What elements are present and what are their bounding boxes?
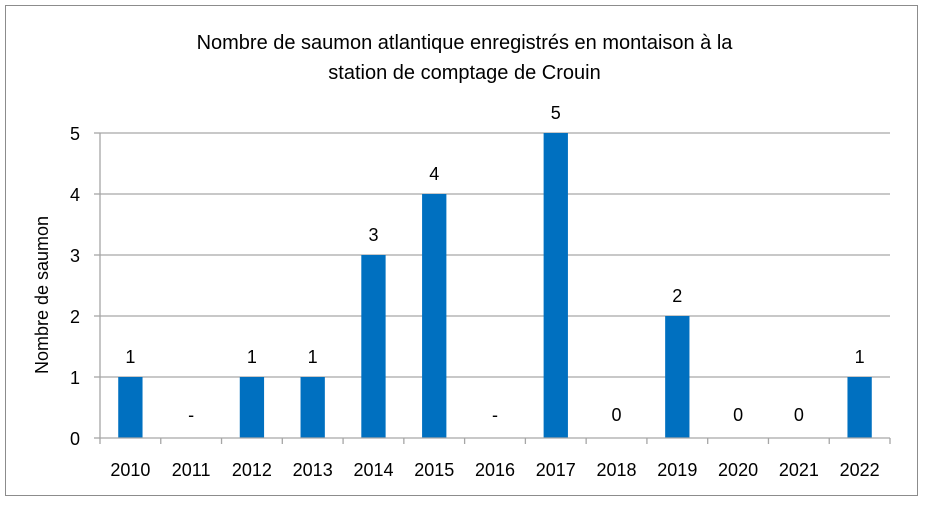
data-label-2021: 0 [794,405,804,425]
y-axis-label: Nombre de saumon [32,216,52,374]
data-labels: 1 - 1 1 3 4 - 5 0 2 0 0 1 [125,103,864,425]
bar-2022 [847,377,872,438]
data-label-2018: 0 [612,405,622,425]
bar-2010 [118,377,143,438]
x-tick-label: 2021 [779,460,819,480]
chart-title: Nombre de saumon atlantique enregistrés … [0,28,929,88]
x-tick-label: 2022 [840,460,880,480]
x-tick-label: 2015 [414,460,454,480]
data-label-2016: - [492,405,498,425]
bar-2019 [665,316,690,438]
x-tick-label: 2018 [597,460,637,480]
y-tick-label: 3 [70,246,80,266]
data-label-2022: 1 [855,347,865,367]
bar-2015 [422,194,447,438]
data-label-2015: 4 [429,164,439,184]
data-label-2013: 1 [308,347,318,367]
x-tick-label: 2013 [293,460,333,480]
bar-2013 [300,377,325,438]
bars [118,133,872,438]
y-tick-label: 1 [70,368,80,388]
x-tick-labels: 2010 2011 2012 2013 2014 2015 2016 2017 2018 2019… [110,460,879,480]
y-tick-labels: 0 1 2 3 4 5 [70,124,80,449]
axes [94,132,891,444]
chart-frame [5,5,918,496]
x-tick-label: 2011 [172,460,211,480]
x-tick-label: 2012 [232,460,272,480]
data-label-2020: 0 [733,405,743,425]
chart-title-line-2: station de comptage de Crouin [328,62,601,84]
y-tick-label: 4 [70,185,80,205]
x-tick-label: 2014 [353,460,393,480]
x-tick-label: 2017 [536,460,576,480]
bar-2014 [361,255,386,438]
data-label-2014: 3 [368,225,378,245]
data-label-2012: 1 [247,347,257,367]
y-tick-label: 2 [70,307,80,327]
bar-2017 [543,133,568,438]
data-label-2019: 2 [672,286,682,306]
x-tick-label: 2016 [475,460,515,480]
x-tick-label: 2010 [110,460,150,480]
x-tick-label: 2019 [657,460,697,480]
data-label-2017: 5 [551,103,561,123]
data-label-2010: 1 [125,347,135,367]
chart-title-line-1: Nombre de saumon atlantique enregistrés … [196,32,733,54]
data-label-2011: - [188,405,194,425]
gridlines [100,132,890,378]
y-tick-label: 0 [70,429,80,449]
bar-2012 [239,377,265,438]
x-tick-label: 2020 [718,460,758,480]
y-tick-label: 5 [70,124,80,144]
